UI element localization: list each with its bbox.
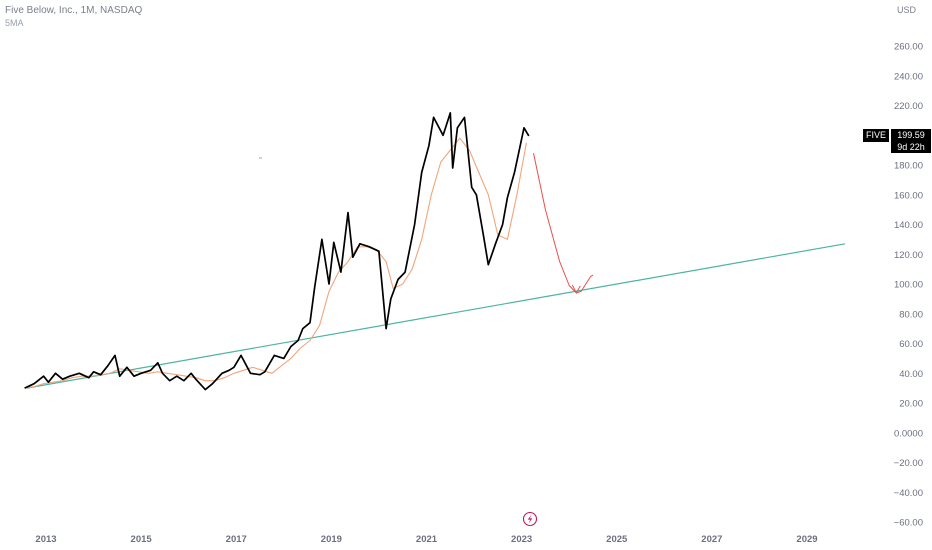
last-price: 199.59 — [897, 130, 925, 140]
x-tick-label: 2015 — [131, 534, 153, 545]
y-tick-label: 160.00 — [894, 190, 923, 201]
trend-line — [26, 243, 846, 389]
y-tick-label: −40.00 — [894, 488, 923, 499]
y-tick-label: 40.00 — [899, 369, 923, 380]
x-tick-label: 2021 — [416, 534, 438, 545]
y-tick-label: 120.00 — [894, 250, 923, 261]
currency-label[interactable]: USD — [897, 5, 917, 15]
indicator-label: 5MA — [5, 18, 24, 28]
ticker-badge: FIVE — [863, 129, 889, 142]
x-axis-labels: 2013 2015 2017 2019 2021 2023 2025 2027 2029 — [35, 534, 817, 545]
projection-arrow — [533, 152, 594, 294]
x-tick-label: 2025 — [606, 534, 628, 545]
y-tick-label: 240.00 — [894, 71, 923, 82]
lightning-circle-icon[interactable] — [522, 511, 538, 527]
ma-series-line — [24, 137, 527, 389]
y-tick-label: 140.00 — [894, 220, 923, 231]
x-tick-label: 2023 — [511, 534, 532, 545]
y-tick-label: 260.00 — [894, 42, 923, 53]
y-tick-label: −60.00 — [894, 518, 923, 529]
x-tick-label: 2027 — [701, 534, 722, 545]
x-tick-label: 2013 — [35, 534, 56, 545]
x-tick-label: 2019 — [321, 534, 342, 545]
chart-title: Five Below, Inc., 1M, NASDAQ — [5, 5, 143, 16]
x-tick-label: 2029 — [796, 534, 817, 545]
y-tick-label: 220.00 — [894, 101, 923, 112]
y-tick-label: 0.0000 — [894, 428, 923, 439]
y-tick-label: −20.00 — [894, 458, 923, 469]
y-tick-label: 80.00 — [899, 309, 923, 320]
y-tick-label: 20.00 — [899, 399, 923, 410]
y-tick-label: 60.00 — [899, 339, 923, 350]
y-tick-label: 180.00 — [894, 161, 923, 172]
series-layer — [24, 112, 846, 391]
x-tick-label: 2017 — [226, 534, 247, 545]
price-badge: 199.59 9d 22h — [891, 129, 931, 153]
y-tick-label: 100.00 — [894, 280, 923, 291]
projection-arrow-head — [571, 284, 581, 294]
y-axis-labels: 260.00240.00220.00200.00180.00160.00140.… — [894, 42, 923, 529]
bar-countdown: 9d 22h — [897, 142, 925, 152]
price-series-line — [24, 112, 530, 391]
